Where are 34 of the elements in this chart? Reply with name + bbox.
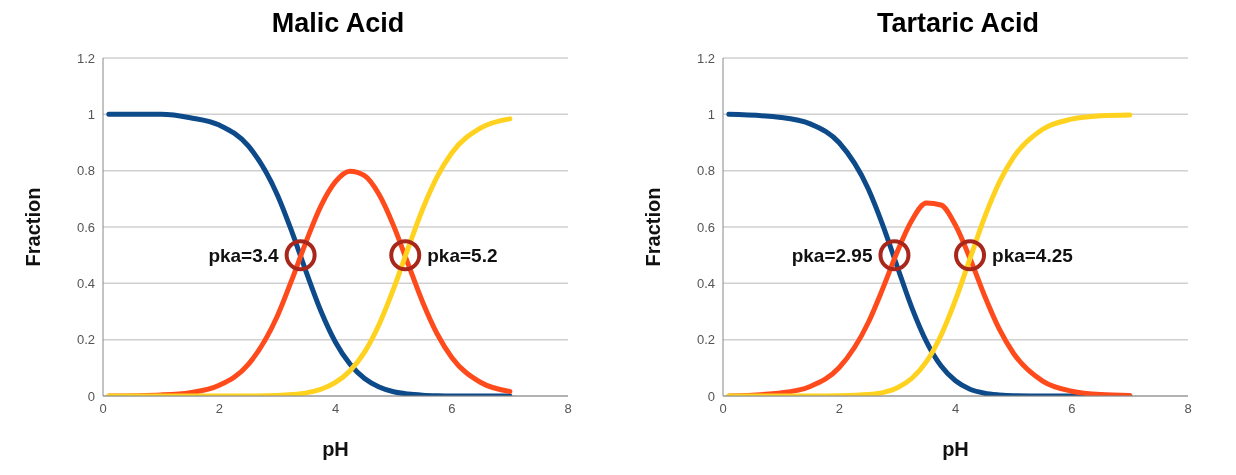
chart-title: Tartaric Acid xyxy=(875,8,1041,40)
y-tick-label: 1 xyxy=(87,106,95,122)
y-tick-label: 1.2 xyxy=(696,50,715,66)
chart-title: Malic Acid xyxy=(270,8,406,40)
x-tick-label: 2 xyxy=(835,401,843,417)
y-axis-title: Fraction xyxy=(22,187,45,267)
annotation: pka=3.4 xyxy=(208,245,280,267)
x-tick-label: 6 xyxy=(448,401,456,417)
x-tick-label: 6 xyxy=(1068,401,1076,417)
annotation: pka=4.25 xyxy=(992,245,1074,267)
x-tick-label: 0 xyxy=(719,401,727,417)
x-tick-label: 0 xyxy=(99,401,107,417)
y-tick-label: 1 xyxy=(707,106,715,122)
y-tick-label: 0 xyxy=(87,388,95,404)
x-tick-label: 8 xyxy=(1184,401,1192,417)
y-tick-label: 0.6 xyxy=(76,219,95,235)
y-tick-label: 0 xyxy=(707,388,715,404)
y-tick-label: 0.2 xyxy=(696,332,715,348)
x-tick-label: 8 xyxy=(564,401,572,417)
x-axis-title: pH xyxy=(942,438,969,460)
x-axis-title: pH xyxy=(322,438,349,460)
y-tick-label: 0.4 xyxy=(696,275,715,291)
x-tick-label: 4 xyxy=(951,401,960,417)
y-tick-label: 0.8 xyxy=(76,163,95,179)
y-tick-label: 1.2 xyxy=(76,50,95,66)
y-tick-label: 0.2 xyxy=(76,332,95,348)
y-tick-label: 0.6 xyxy=(696,219,715,235)
annotation: pka=5.2 xyxy=(427,245,498,267)
x-tick-label: 2 xyxy=(215,401,223,417)
y-tick-label: 0.4 xyxy=(76,275,95,291)
annotation: pka=2.95 xyxy=(791,245,873,267)
x-tick-label: 4 xyxy=(331,401,340,417)
y-axis-title: Fraction xyxy=(642,187,665,267)
y-tick-label: 0.8 xyxy=(696,163,715,179)
